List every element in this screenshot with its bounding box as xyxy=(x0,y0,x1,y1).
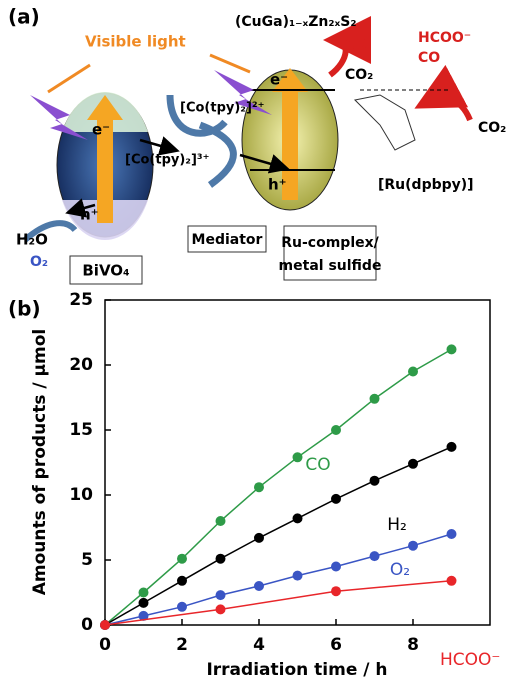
data-point xyxy=(331,425,341,435)
x-tick-label: 4 xyxy=(253,635,265,655)
data-point xyxy=(293,571,303,581)
label: e⁻ xyxy=(270,71,288,89)
label: CO₂ xyxy=(478,120,506,136)
data-point xyxy=(331,586,341,596)
y-tick-label: 5 xyxy=(81,550,93,570)
label: [Co(tpy)₂]²⁺ xyxy=(180,101,264,116)
x-tick-label: 6 xyxy=(330,635,342,655)
data-point xyxy=(216,590,226,600)
series-label: CO xyxy=(305,455,330,475)
data-point xyxy=(447,344,457,354)
data-point xyxy=(216,516,226,526)
x-tick-label: 0 xyxy=(99,635,111,655)
series-line xyxy=(105,581,452,625)
data-point xyxy=(331,494,341,504)
y-tick-label: 15 xyxy=(69,420,93,440)
label: O₂ xyxy=(30,254,48,270)
figure: (a) Visible light e⁻ h⁺ e⁻ h⁺ [Co(tpy)₂]… xyxy=(0,0,527,687)
data-point xyxy=(447,529,457,539)
panel-label: (a) xyxy=(8,5,40,29)
data-point xyxy=(139,598,149,608)
series-label: H₂ xyxy=(387,515,407,535)
data-point xyxy=(216,604,226,614)
y-tick-label: 0 xyxy=(81,615,93,635)
label: CO xyxy=(418,50,440,66)
y-tick-label: 20 xyxy=(69,355,93,375)
series-label: HCOO⁻ xyxy=(440,650,500,670)
label: h⁺ xyxy=(80,206,99,224)
data-point xyxy=(293,452,303,462)
data-point xyxy=(370,551,380,561)
label: (CuGa)₁₋ₓZn₂ₓS₂ xyxy=(235,14,357,30)
label: BiVO₄ xyxy=(82,262,129,280)
data-point xyxy=(331,562,341,572)
label: [Ru(dpbpy)] xyxy=(378,177,474,193)
y-axis-label: Amounts of products / µmol xyxy=(30,329,50,596)
label: CO xyxy=(345,37,367,53)
data-point xyxy=(447,442,457,452)
label: Ru-complex/ xyxy=(281,235,379,251)
series-label: O₂ xyxy=(390,560,410,580)
data-point xyxy=(177,554,187,564)
label: HCOO⁻ xyxy=(418,30,471,46)
data-point xyxy=(177,576,187,586)
y-tick-label: 10 xyxy=(69,485,93,505)
series-line xyxy=(105,349,452,625)
label: h⁺ xyxy=(268,176,287,194)
label: e⁻ xyxy=(92,121,110,139)
label: CO₂ xyxy=(345,67,373,83)
x-tick-label: 2 xyxy=(176,635,188,655)
data-point xyxy=(177,602,187,612)
label: H₂O xyxy=(16,231,48,249)
data-point xyxy=(216,554,226,564)
label: [Co(tpy)₂]³⁺ xyxy=(125,153,209,168)
data-point xyxy=(254,533,264,543)
label: Mediator xyxy=(192,232,263,248)
label: Visible light xyxy=(85,33,186,51)
data-point xyxy=(100,620,110,630)
data-point xyxy=(408,367,418,377)
data-point xyxy=(408,541,418,551)
label: metal sulfide xyxy=(279,258,382,274)
data-point xyxy=(254,581,264,591)
x-tick-label: 8 xyxy=(407,635,419,655)
y-tick-label: 25 xyxy=(69,290,93,310)
data-point xyxy=(254,482,264,492)
data-point xyxy=(447,576,457,586)
x-axis-label: Irradiation time / h xyxy=(206,660,387,680)
data-point xyxy=(293,513,303,523)
panel-label: (b) xyxy=(8,297,41,321)
data-point xyxy=(139,588,149,598)
data-point xyxy=(370,476,380,486)
series-line xyxy=(105,447,452,625)
data-point xyxy=(370,394,380,404)
data-point xyxy=(408,459,418,469)
